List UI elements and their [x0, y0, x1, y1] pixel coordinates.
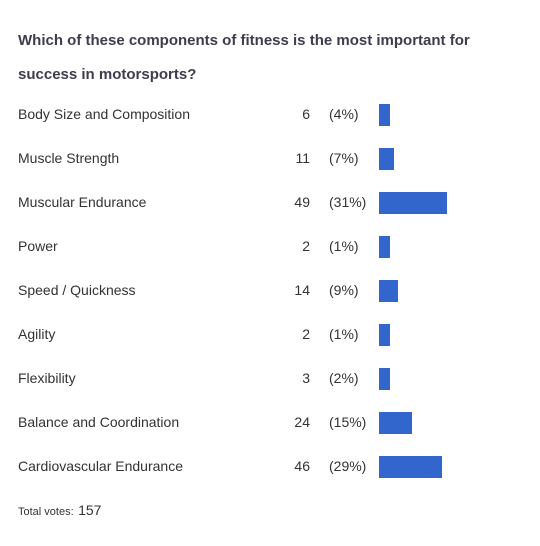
vote-bar	[379, 280, 398, 302]
total-votes: Total votes: 157	[18, 500, 101, 522]
vote-bar	[379, 236, 390, 258]
poll-row: Cardiovascular Endurance 46 (29%)	[0, 444, 540, 488]
vote-percent: (2%)	[329, 370, 359, 386]
total-votes-value: 157	[78, 502, 102, 518]
vote-count: 49	[294, 194, 310, 210]
vote-count: 2	[302, 238, 310, 254]
option-label: Agility	[18, 326, 56, 342]
vote-bar	[379, 148, 394, 170]
vote-count: 11	[295, 150, 310, 166]
poll-question: Which of these components of fitness is …	[18, 32, 470, 83]
poll-results: Body Size and Composition 6 (4%) Muscle Str…	[0, 92, 540, 488]
poll-row: Flexibility 3 (2%)	[0, 356, 540, 400]
poll-row: Power 2 (1%)	[0, 224, 540, 268]
poll-row: Agility 2 (1%)	[0, 312, 540, 356]
vote-bar	[379, 104, 390, 126]
vote-bar	[379, 456, 442, 478]
vote-bar	[379, 412, 412, 434]
option-label: Power	[18, 238, 58, 254]
option-label: Cardiovascular Endurance	[18, 458, 183, 474]
vote-percent: (1%)	[329, 326, 359, 342]
vote-count: 3	[302, 370, 310, 386]
option-label: Speed / Quickness	[18, 282, 136, 298]
vote-percent: (15%)	[329, 414, 367, 430]
option-label: Body Size and Composition	[18, 106, 190, 122]
poll-row: Balance and Coordination 24 (15%)	[0, 400, 540, 444]
poll-row: Body Size and Composition 6 (4%)	[0, 92, 540, 136]
vote-count: 14	[294, 282, 310, 298]
vote-percent: (7%)	[329, 150, 359, 166]
vote-percent: (31%)	[329, 194, 367, 210]
vote-percent: (4%)	[329, 106, 359, 122]
option-label: Balance and Coordination	[18, 414, 180, 430]
poll-row: Speed / Quickness 14 (9%)	[0, 268, 540, 312]
vote-percent: (1%)	[329, 238, 359, 254]
total-votes-label: Total votes:	[18, 506, 74, 518]
poll-row: Muscular Endurance 49 (31%)	[0, 180, 540, 224]
vote-bar	[379, 368, 390, 390]
vote-bar	[379, 324, 390, 346]
vote-count: 2	[302, 326, 310, 342]
poll-row: Muscle Strength 11 (7%)	[0, 136, 540, 180]
vote-bar	[379, 192, 447, 214]
vote-count: 46	[294, 458, 310, 474]
option-label: Muscular Endurance	[18, 194, 147, 210]
vote-count: 24	[294, 414, 310, 430]
vote-count: 6	[302, 106, 310, 122]
option-label: Muscle Strength	[18, 150, 120, 166]
vote-percent: (9%)	[329, 282, 359, 298]
option-label: Flexibility	[18, 370, 76, 386]
vote-percent: (29%)	[329, 458, 367, 474]
